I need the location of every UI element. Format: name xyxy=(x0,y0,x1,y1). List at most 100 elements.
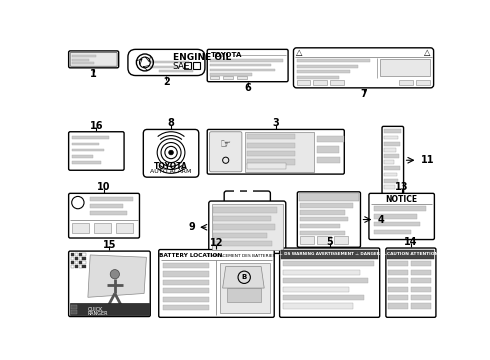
Bar xyxy=(82,257,86,260)
Bar xyxy=(318,237,331,244)
Bar xyxy=(116,222,132,233)
Circle shape xyxy=(169,150,173,155)
Bar xyxy=(247,163,286,169)
Bar xyxy=(163,271,209,276)
Text: B: B xyxy=(242,274,247,280)
Bar xyxy=(78,261,82,264)
Bar xyxy=(72,149,104,152)
Bar xyxy=(411,270,431,275)
FancyBboxPatch shape xyxy=(210,132,242,172)
Bar xyxy=(75,253,78,256)
Bar xyxy=(72,136,109,139)
Bar xyxy=(384,166,400,170)
Text: AUTO ALARM: AUTO ALARM xyxy=(150,169,192,174)
Bar xyxy=(71,261,74,264)
Bar xyxy=(318,136,344,142)
FancyBboxPatch shape xyxy=(386,248,436,317)
Bar xyxy=(330,80,344,85)
Bar xyxy=(247,134,295,139)
FancyBboxPatch shape xyxy=(224,191,270,203)
Bar xyxy=(300,203,353,208)
Bar xyxy=(246,190,253,195)
Bar xyxy=(184,62,191,69)
Bar xyxy=(163,280,209,285)
Bar xyxy=(247,143,295,148)
Bar xyxy=(75,265,78,268)
Bar xyxy=(214,216,271,221)
Bar xyxy=(300,210,345,215)
Text: △: △ xyxy=(296,48,303,57)
Text: 10: 10 xyxy=(98,182,111,192)
Bar xyxy=(163,263,209,268)
Bar xyxy=(214,224,275,230)
Bar xyxy=(94,222,111,233)
FancyBboxPatch shape xyxy=(128,49,205,76)
Bar xyxy=(71,265,74,268)
Text: RANGER: RANGER xyxy=(88,311,108,316)
Bar xyxy=(384,160,393,164)
FancyBboxPatch shape xyxy=(294,48,434,88)
FancyBboxPatch shape xyxy=(70,53,117,66)
Bar xyxy=(75,261,78,264)
Text: 13: 13 xyxy=(395,182,408,192)
Bar xyxy=(82,265,86,268)
FancyBboxPatch shape xyxy=(69,51,119,68)
Bar xyxy=(70,303,149,315)
Bar xyxy=(318,147,339,153)
Text: EMPLACEMENT DES BATTERIES: EMPLACEMENT DES BATTERIES xyxy=(208,254,275,258)
Text: 7: 7 xyxy=(360,89,367,99)
Bar xyxy=(318,157,341,163)
Bar xyxy=(72,155,93,158)
Text: 8: 8 xyxy=(168,118,174,128)
Bar xyxy=(388,287,408,292)
Bar xyxy=(234,190,241,195)
Bar xyxy=(411,278,431,283)
FancyBboxPatch shape xyxy=(209,201,286,253)
Text: BATTERY LOCATION: BATTERY LOCATION xyxy=(159,253,222,258)
Bar xyxy=(384,148,396,152)
Bar xyxy=(283,278,368,283)
Text: ENGINE OIL: ENGINE OIL xyxy=(172,53,231,62)
Bar xyxy=(283,270,361,275)
Bar xyxy=(411,261,431,266)
Bar xyxy=(210,69,275,71)
Bar xyxy=(210,76,219,80)
Bar xyxy=(300,217,348,221)
Bar xyxy=(210,59,283,62)
Bar xyxy=(247,159,295,165)
Bar xyxy=(300,237,314,244)
Bar xyxy=(78,265,82,268)
Text: △: △ xyxy=(424,48,431,57)
Bar xyxy=(75,257,78,260)
Bar xyxy=(299,193,359,201)
Bar xyxy=(388,278,408,283)
Bar xyxy=(314,80,327,85)
Text: 2: 2 xyxy=(163,77,170,87)
Bar xyxy=(296,76,339,78)
FancyBboxPatch shape xyxy=(69,193,140,238)
Bar xyxy=(210,64,271,66)
Bar xyxy=(78,257,82,260)
FancyBboxPatch shape xyxy=(207,49,288,82)
Bar xyxy=(388,270,408,275)
Text: 15: 15 xyxy=(103,240,116,250)
Text: 9: 9 xyxy=(188,222,195,232)
Bar xyxy=(72,143,99,145)
Bar xyxy=(71,253,74,256)
Bar xyxy=(82,253,86,256)
Bar xyxy=(373,214,416,219)
Text: 3: 3 xyxy=(272,118,279,128)
Bar xyxy=(245,132,314,172)
Bar xyxy=(73,55,96,57)
Bar xyxy=(72,161,101,164)
FancyBboxPatch shape xyxy=(369,193,435,239)
Bar xyxy=(283,261,374,266)
Bar xyxy=(384,179,398,183)
Text: NOTICE: NOTICE xyxy=(386,195,417,204)
Bar xyxy=(380,59,430,76)
Bar xyxy=(71,305,77,309)
Bar xyxy=(296,59,369,62)
FancyBboxPatch shape xyxy=(280,248,380,317)
FancyBboxPatch shape xyxy=(382,126,404,194)
Bar xyxy=(223,76,233,80)
